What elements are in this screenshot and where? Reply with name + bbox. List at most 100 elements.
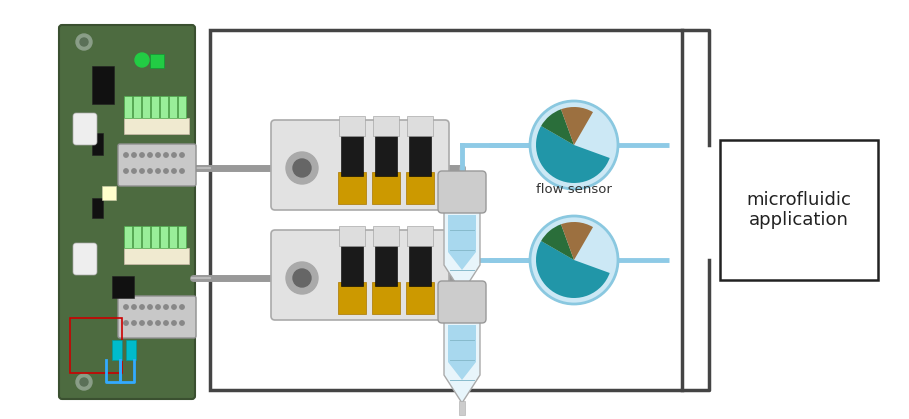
- Circle shape: [148, 321, 152, 325]
- Bar: [720, 140, 878, 280]
- Polygon shape: [448, 215, 476, 270]
- FancyBboxPatch shape: [271, 120, 449, 210]
- Bar: [210, 30, 682, 390]
- Bar: [339, 226, 365, 246]
- Bar: [160, 96, 168, 118]
- Bar: [178, 226, 186, 248]
- Circle shape: [155, 321, 160, 325]
- Bar: [92, 66, 114, 104]
- Circle shape: [293, 159, 311, 177]
- Circle shape: [286, 262, 318, 294]
- Wedge shape: [536, 126, 610, 183]
- Bar: [112, 276, 134, 298]
- Polygon shape: [444, 209, 480, 293]
- Circle shape: [172, 321, 176, 325]
- FancyBboxPatch shape: [438, 171, 486, 213]
- Bar: [92, 133, 103, 155]
- Bar: [373, 116, 399, 136]
- Bar: [459, 291, 465, 305]
- Circle shape: [180, 153, 185, 157]
- Bar: [92, 198, 103, 218]
- Bar: [375, 132, 397, 176]
- Circle shape: [124, 169, 128, 173]
- FancyBboxPatch shape: [438, 281, 486, 323]
- Circle shape: [148, 153, 152, 157]
- Circle shape: [293, 269, 311, 287]
- Circle shape: [76, 34, 92, 50]
- Bar: [133, 226, 141, 248]
- Circle shape: [164, 153, 168, 157]
- Bar: [338, 172, 366, 204]
- Circle shape: [530, 216, 618, 304]
- Wedge shape: [561, 107, 593, 145]
- Bar: [406, 282, 434, 314]
- Bar: [409, 242, 431, 286]
- Circle shape: [140, 305, 145, 309]
- FancyBboxPatch shape: [445, 284, 479, 314]
- Circle shape: [132, 169, 136, 173]
- Bar: [169, 226, 177, 248]
- Circle shape: [172, 169, 176, 173]
- Circle shape: [124, 153, 128, 157]
- Circle shape: [180, 305, 185, 309]
- Circle shape: [135, 53, 149, 67]
- FancyBboxPatch shape: [73, 113, 97, 145]
- Circle shape: [124, 321, 128, 325]
- Wedge shape: [541, 224, 574, 260]
- Bar: [151, 226, 159, 248]
- Circle shape: [286, 152, 318, 184]
- FancyBboxPatch shape: [73, 243, 97, 275]
- Polygon shape: [448, 325, 476, 380]
- Bar: [406, 172, 434, 204]
- Bar: [341, 132, 363, 176]
- Bar: [133, 96, 141, 118]
- Circle shape: [172, 153, 176, 157]
- Bar: [341, 242, 363, 286]
- Circle shape: [140, 153, 145, 157]
- FancyBboxPatch shape: [118, 144, 196, 186]
- Polygon shape: [444, 319, 480, 403]
- Wedge shape: [541, 109, 574, 145]
- Bar: [160, 226, 168, 248]
- Bar: [407, 116, 433, 136]
- Bar: [124, 96, 132, 118]
- Circle shape: [172, 305, 176, 309]
- Bar: [373, 226, 399, 246]
- Bar: [407, 226, 433, 246]
- Circle shape: [180, 169, 185, 173]
- Bar: [178, 96, 186, 118]
- Bar: [70, 318, 122, 373]
- Circle shape: [132, 321, 136, 325]
- Bar: [124, 248, 189, 264]
- Bar: [409, 132, 431, 176]
- Bar: [338, 282, 366, 314]
- Bar: [339, 116, 365, 136]
- Circle shape: [132, 305, 136, 309]
- FancyBboxPatch shape: [445, 174, 479, 204]
- Circle shape: [148, 305, 152, 309]
- Bar: [142, 226, 150, 248]
- Bar: [169, 96, 177, 118]
- Circle shape: [132, 153, 136, 157]
- Circle shape: [180, 321, 185, 325]
- Circle shape: [155, 305, 160, 309]
- Bar: [112, 340, 122, 360]
- Wedge shape: [536, 241, 610, 298]
- Text: flow sensor: flow sensor: [536, 183, 612, 196]
- Bar: [372, 172, 400, 204]
- Bar: [375, 242, 397, 286]
- Wedge shape: [561, 222, 593, 260]
- Bar: [372, 282, 400, 314]
- Circle shape: [530, 101, 618, 189]
- Bar: [142, 96, 150, 118]
- Circle shape: [76, 374, 92, 390]
- Circle shape: [80, 38, 88, 46]
- Circle shape: [124, 305, 128, 309]
- FancyBboxPatch shape: [118, 296, 196, 338]
- Circle shape: [80, 378, 88, 386]
- Circle shape: [164, 305, 168, 309]
- Bar: [126, 340, 136, 360]
- Circle shape: [155, 169, 160, 173]
- Bar: [124, 118, 189, 134]
- Circle shape: [164, 321, 168, 325]
